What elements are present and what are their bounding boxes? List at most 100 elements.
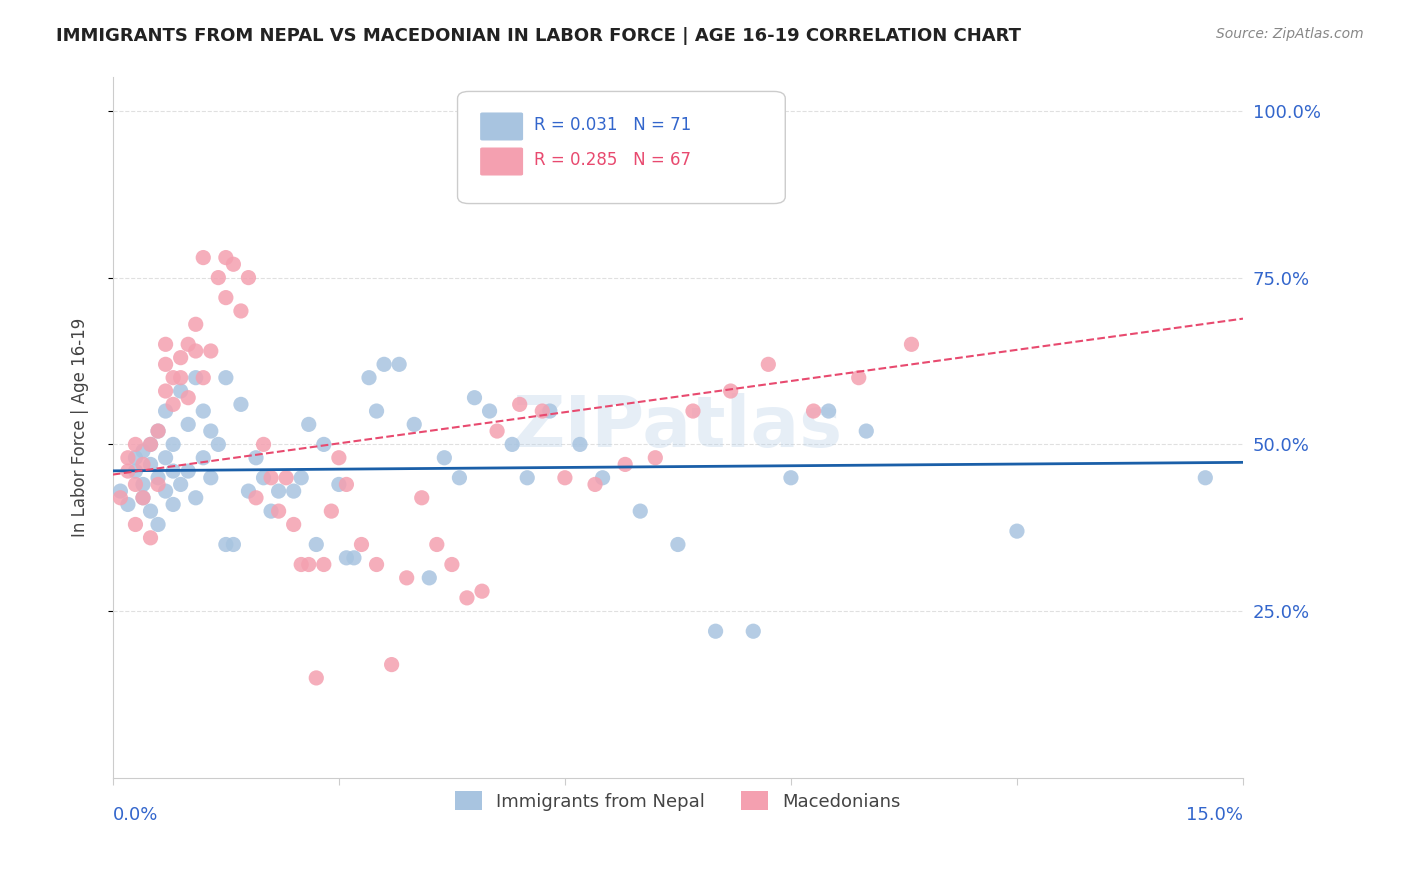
Point [449, 471, 471, 485]
Point [200, 343, 222, 358]
Point [117, 450, 139, 465]
Point [433, 450, 456, 465]
Point [124, 464, 146, 478]
Point [110, 484, 132, 499]
Point [162, 498, 184, 512]
Point [440, 558, 463, 572]
Point [568, 437, 591, 451]
Point [463, 391, 485, 405]
Point [162, 437, 184, 451]
Point [666, 537, 689, 551]
Point [200, 424, 222, 438]
Point [139, 504, 162, 518]
Point [381, 657, 404, 672]
Point [418, 571, 440, 585]
Point [803, 404, 825, 418]
Point [704, 624, 727, 639]
Point [855, 424, 877, 438]
Point [252, 471, 274, 485]
Point [267, 504, 290, 518]
Point [193, 450, 215, 465]
Point [132, 477, 155, 491]
Point [222, 537, 245, 551]
Point [478, 404, 501, 418]
Point [357, 370, 380, 384]
Point [193, 404, 215, 418]
FancyBboxPatch shape [457, 92, 786, 203]
Text: R = 0.285   N = 67: R = 0.285 N = 67 [534, 151, 692, 169]
Point [426, 537, 449, 551]
Point [614, 458, 637, 472]
Point [184, 318, 207, 332]
Point [207, 270, 229, 285]
Point [592, 471, 614, 485]
Point [554, 471, 576, 485]
Point [139, 531, 162, 545]
Point [305, 671, 328, 685]
Point [110, 491, 132, 505]
Point [260, 471, 283, 485]
Text: R = 0.031   N = 71: R = 0.031 N = 71 [534, 116, 692, 134]
Point [184, 343, 207, 358]
Text: 0.0%: 0.0% [112, 806, 159, 824]
Point [260, 504, 283, 518]
Text: IMMIGRANTS FROM NEPAL VS MACEDONIAN IN LABOR FORCE | AGE 16-19 CORRELATION CHART: IMMIGRANTS FROM NEPAL VS MACEDONIAN IN L… [56, 27, 1021, 45]
Point [184, 370, 207, 384]
Point [169, 477, 191, 491]
Legend: Immigrants from Nepal, Macedonians: Immigrants from Nepal, Macedonians [447, 784, 908, 818]
Point [456, 591, 478, 605]
Point [471, 584, 494, 599]
Point [177, 391, 200, 405]
Point [124, 517, 146, 532]
Point [350, 537, 373, 551]
Point [290, 558, 312, 572]
Point [628, 504, 651, 518]
Point [395, 571, 418, 585]
Point [139, 458, 162, 472]
Point [184, 491, 207, 505]
Point [155, 357, 177, 371]
Point [388, 357, 411, 371]
Point [229, 304, 252, 318]
Point [644, 450, 666, 465]
Point [124, 477, 146, 491]
Point [366, 558, 388, 572]
Point [146, 517, 169, 532]
Point [516, 471, 538, 485]
Point [155, 404, 177, 418]
Point [193, 251, 215, 265]
Point [155, 484, 177, 499]
Point [177, 417, 200, 432]
Point [245, 450, 267, 465]
Point [238, 270, 260, 285]
Point [169, 370, 191, 384]
Point [682, 404, 704, 418]
Point [312, 558, 335, 572]
Point [328, 450, 350, 465]
Point [817, 404, 839, 418]
Point [132, 458, 155, 472]
Point [335, 550, 357, 565]
Point [312, 437, 335, 451]
Point [139, 437, 162, 451]
Point [169, 351, 191, 365]
Point [177, 337, 200, 351]
Point [298, 558, 321, 572]
Point [132, 491, 155, 505]
Point [200, 471, 222, 485]
Point [1194, 471, 1216, 485]
Point [328, 477, 350, 491]
Point [117, 498, 139, 512]
Point [343, 550, 366, 565]
Point [139, 437, 162, 451]
Point [146, 477, 169, 491]
Point [720, 384, 742, 398]
Point [124, 450, 146, 465]
Point [305, 537, 328, 551]
Point [298, 417, 321, 432]
Point [283, 517, 305, 532]
Point [215, 370, 238, 384]
Point [900, 337, 922, 351]
Point [848, 370, 870, 384]
Point [366, 404, 388, 418]
